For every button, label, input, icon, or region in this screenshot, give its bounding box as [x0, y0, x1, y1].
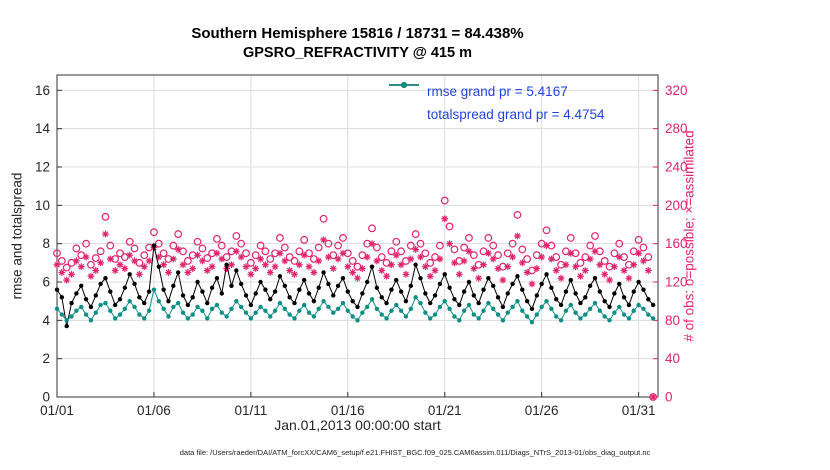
- data-file-caption: data file: /Users/raeder/DAI/ATM_forcXX/…: [179, 448, 651, 457]
- svg-text:280: 280: [665, 121, 688, 136]
- svg-text:01/31: 01/31: [622, 403, 656, 418]
- chart-title: Southern Hemisphere 15816 / 18731 = 84.4…: [191, 25, 524, 42]
- svg-text:14: 14: [35, 121, 51, 136]
- svg-text:120: 120: [665, 275, 688, 290]
- svg-text:40: 40: [665, 351, 680, 366]
- totalspread-line-marker-icon: [388, 82, 420, 120]
- svg-text:320: 320: [665, 83, 688, 98]
- legend-label-rmse: rmse grand pr = 5.4167: [427, 84, 568, 99]
- legend: rmse grand pr = 5.4167 totalspread grand…: [388, 80, 605, 126]
- svg-text:6: 6: [42, 275, 50, 290]
- svg-text:0: 0: [42, 390, 50, 405]
- svg-text:01/01: 01/01: [40, 403, 74, 418]
- svg-text:240: 240: [665, 160, 688, 175]
- possible-scatter: [53, 196, 658, 401]
- x-axis-ticks: 01/01 01/06 01/11 01/16 01/21 01/26 01/31: [40, 392, 656, 418]
- grid-lines: [56, 75, 658, 398]
- x-axis-label: Jan.01,2013 00:00:00 start: [274, 417, 441, 433]
- totalspread-series: [54, 287, 656, 325]
- svg-text:10: 10: [35, 198, 50, 213]
- svg-text:01/11: 01/11: [234, 403, 267, 418]
- svg-text:200: 200: [665, 198, 688, 213]
- svg-text:12: 12: [35, 160, 50, 175]
- axis-box: [56, 74, 659, 398]
- chart-subtitle: GPSRO_REFRACTIVITY @ 415 m: [242, 45, 472, 61]
- svg-text:80: 80: [665, 313, 680, 328]
- left-y-axis-label: rmse and totalspread: [9, 172, 25, 300]
- svg-text:16: 16: [35, 83, 50, 98]
- legend-label-totalspread: totalspread grand pr = 4.4754: [427, 107, 605, 122]
- legend-item-rmse: rmse grand pr = 5.4167: [388, 80, 605, 103]
- legend-item-totalspread: totalspread grand pr = 4.4754: [388, 82, 605, 126]
- svg-text:01/16: 01/16: [331, 403, 365, 418]
- svg-text:2: 2: [42, 351, 50, 366]
- right-axis-ticks: 0 40 80 120 160 200 240 280 320: [653, 83, 688, 405]
- assimilated-scatter: [53, 215, 657, 401]
- svg-text:01/06: 01/06: [137, 403, 171, 418]
- right-y-axis-label: # of obs: o=possible; ×=assimilated: [681, 130, 697, 342]
- svg-text:01/26: 01/26: [525, 403, 559, 418]
- rmse-series: [54, 243, 656, 329]
- svg-text:4: 4: [42, 313, 50, 328]
- svg-text:160: 160: [665, 236, 688, 251]
- svg-text:8: 8: [42, 236, 50, 251]
- left-axis-ticks: 0 2 4 6 8 10 12 14 16: [35, 83, 62, 405]
- svg-text:01/21: 01/21: [428, 403, 462, 418]
- svg-text:0: 0: [665, 390, 673, 405]
